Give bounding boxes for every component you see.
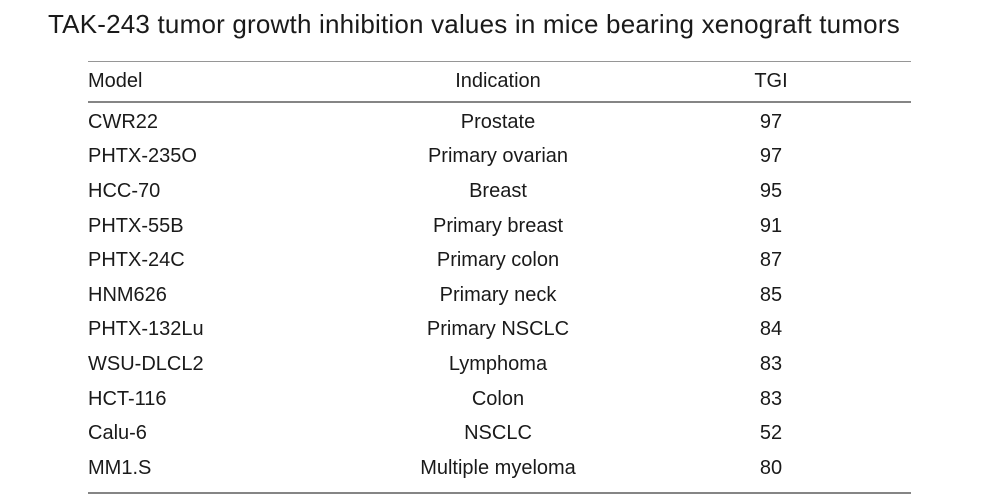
table-row: CWR22 Prostate 97 (88, 105, 911, 140)
tgi-cell: 91 (759, 214, 783, 237)
tgi-cell: 85 (759, 283, 783, 306)
table-row: PHTX-235O Primary ovarian 97 (88, 140, 911, 175)
tgi-cell: 84 (759, 318, 783, 341)
column-header-tgi: TGI (754, 70, 788, 92)
indication-cell: Lymphoma (448, 352, 548, 375)
indication-cell: Primary neck (439, 283, 557, 306)
indication-cell: Multiple myeloma (420, 456, 576, 479)
indication-cell: Prostate (460, 110, 536, 133)
indication-cell: Primary ovarian (427, 145, 569, 168)
table-row: MM1.S Multiple myeloma 80 (88, 451, 911, 486)
tgi-cell: 97 (759, 145, 783, 168)
tgi-cell: 83 (759, 352, 783, 375)
indication-cell: Primary colon (436, 249, 560, 272)
indication-cell: Colon (471, 387, 525, 410)
table-row: HNM626 Primary neck 85 (88, 278, 911, 313)
table-row: PHTX-55B Primary breast 91 (88, 209, 911, 244)
table-row: WSU-DLCL2 Lymphoma 83 (88, 347, 911, 382)
model-cell: WSU-DLCL2 (88, 352, 204, 375)
model-cell: HCT-116 (88, 387, 167, 410)
table-row: PHTX-24C Primary colon 87 (88, 243, 911, 278)
table-row: Calu-6 NSCLC 52 (88, 416, 911, 451)
tgi-cell: 52 (759, 422, 783, 445)
model-cell: HCC-70 (88, 179, 161, 202)
model-cell: Calu-6 (88, 422, 147, 445)
table-header-row: Model Indication TGI (88, 61, 911, 103)
column-header-indication: Indication (455, 70, 541, 92)
table-row: HCT-116 Colon 83 (88, 382, 911, 417)
table-body: CWR22 Prostate 97 PHTX-235O Primary ovarian 9… (88, 103, 911, 494)
indication-cell: Primary breast (432, 214, 564, 237)
tgi-table: Model Indication TGI CWR22 Prostate 97 PHTX… (88, 61, 911, 494)
tgi-cell: 80 (759, 456, 783, 479)
tgi-cell: 83 (759, 387, 783, 410)
indication-cell: NSCLC (464, 422, 532, 445)
model-cell: PHTX-24C (88, 249, 185, 272)
indication-cell: Primary NSCLC (426, 318, 570, 341)
tgi-cell: 97 (759, 110, 783, 133)
table-row: PHTX-132Lu Primary NSCLC 84 (88, 313, 911, 348)
model-cell: HNM626 (88, 283, 167, 306)
column-header-model: Model (88, 70, 143, 92)
model-cell: PHTX-132Lu (88, 318, 204, 341)
figure-title: TAK-243 tumor growth inhibition values i… (48, 9, 900, 39)
indication-cell: Breast (469, 179, 527, 202)
tgi-cell: 95 (759, 179, 783, 202)
table-row: HCC-70 Breast 95 (88, 174, 911, 209)
model-cell: PHTX-235O (88, 145, 197, 168)
model-cell: PHTX-55B (88, 214, 184, 237)
model-cell: MM1.S (88, 456, 152, 479)
tgi-cell: 87 (759, 249, 783, 272)
model-cell: CWR22 (88, 110, 159, 133)
